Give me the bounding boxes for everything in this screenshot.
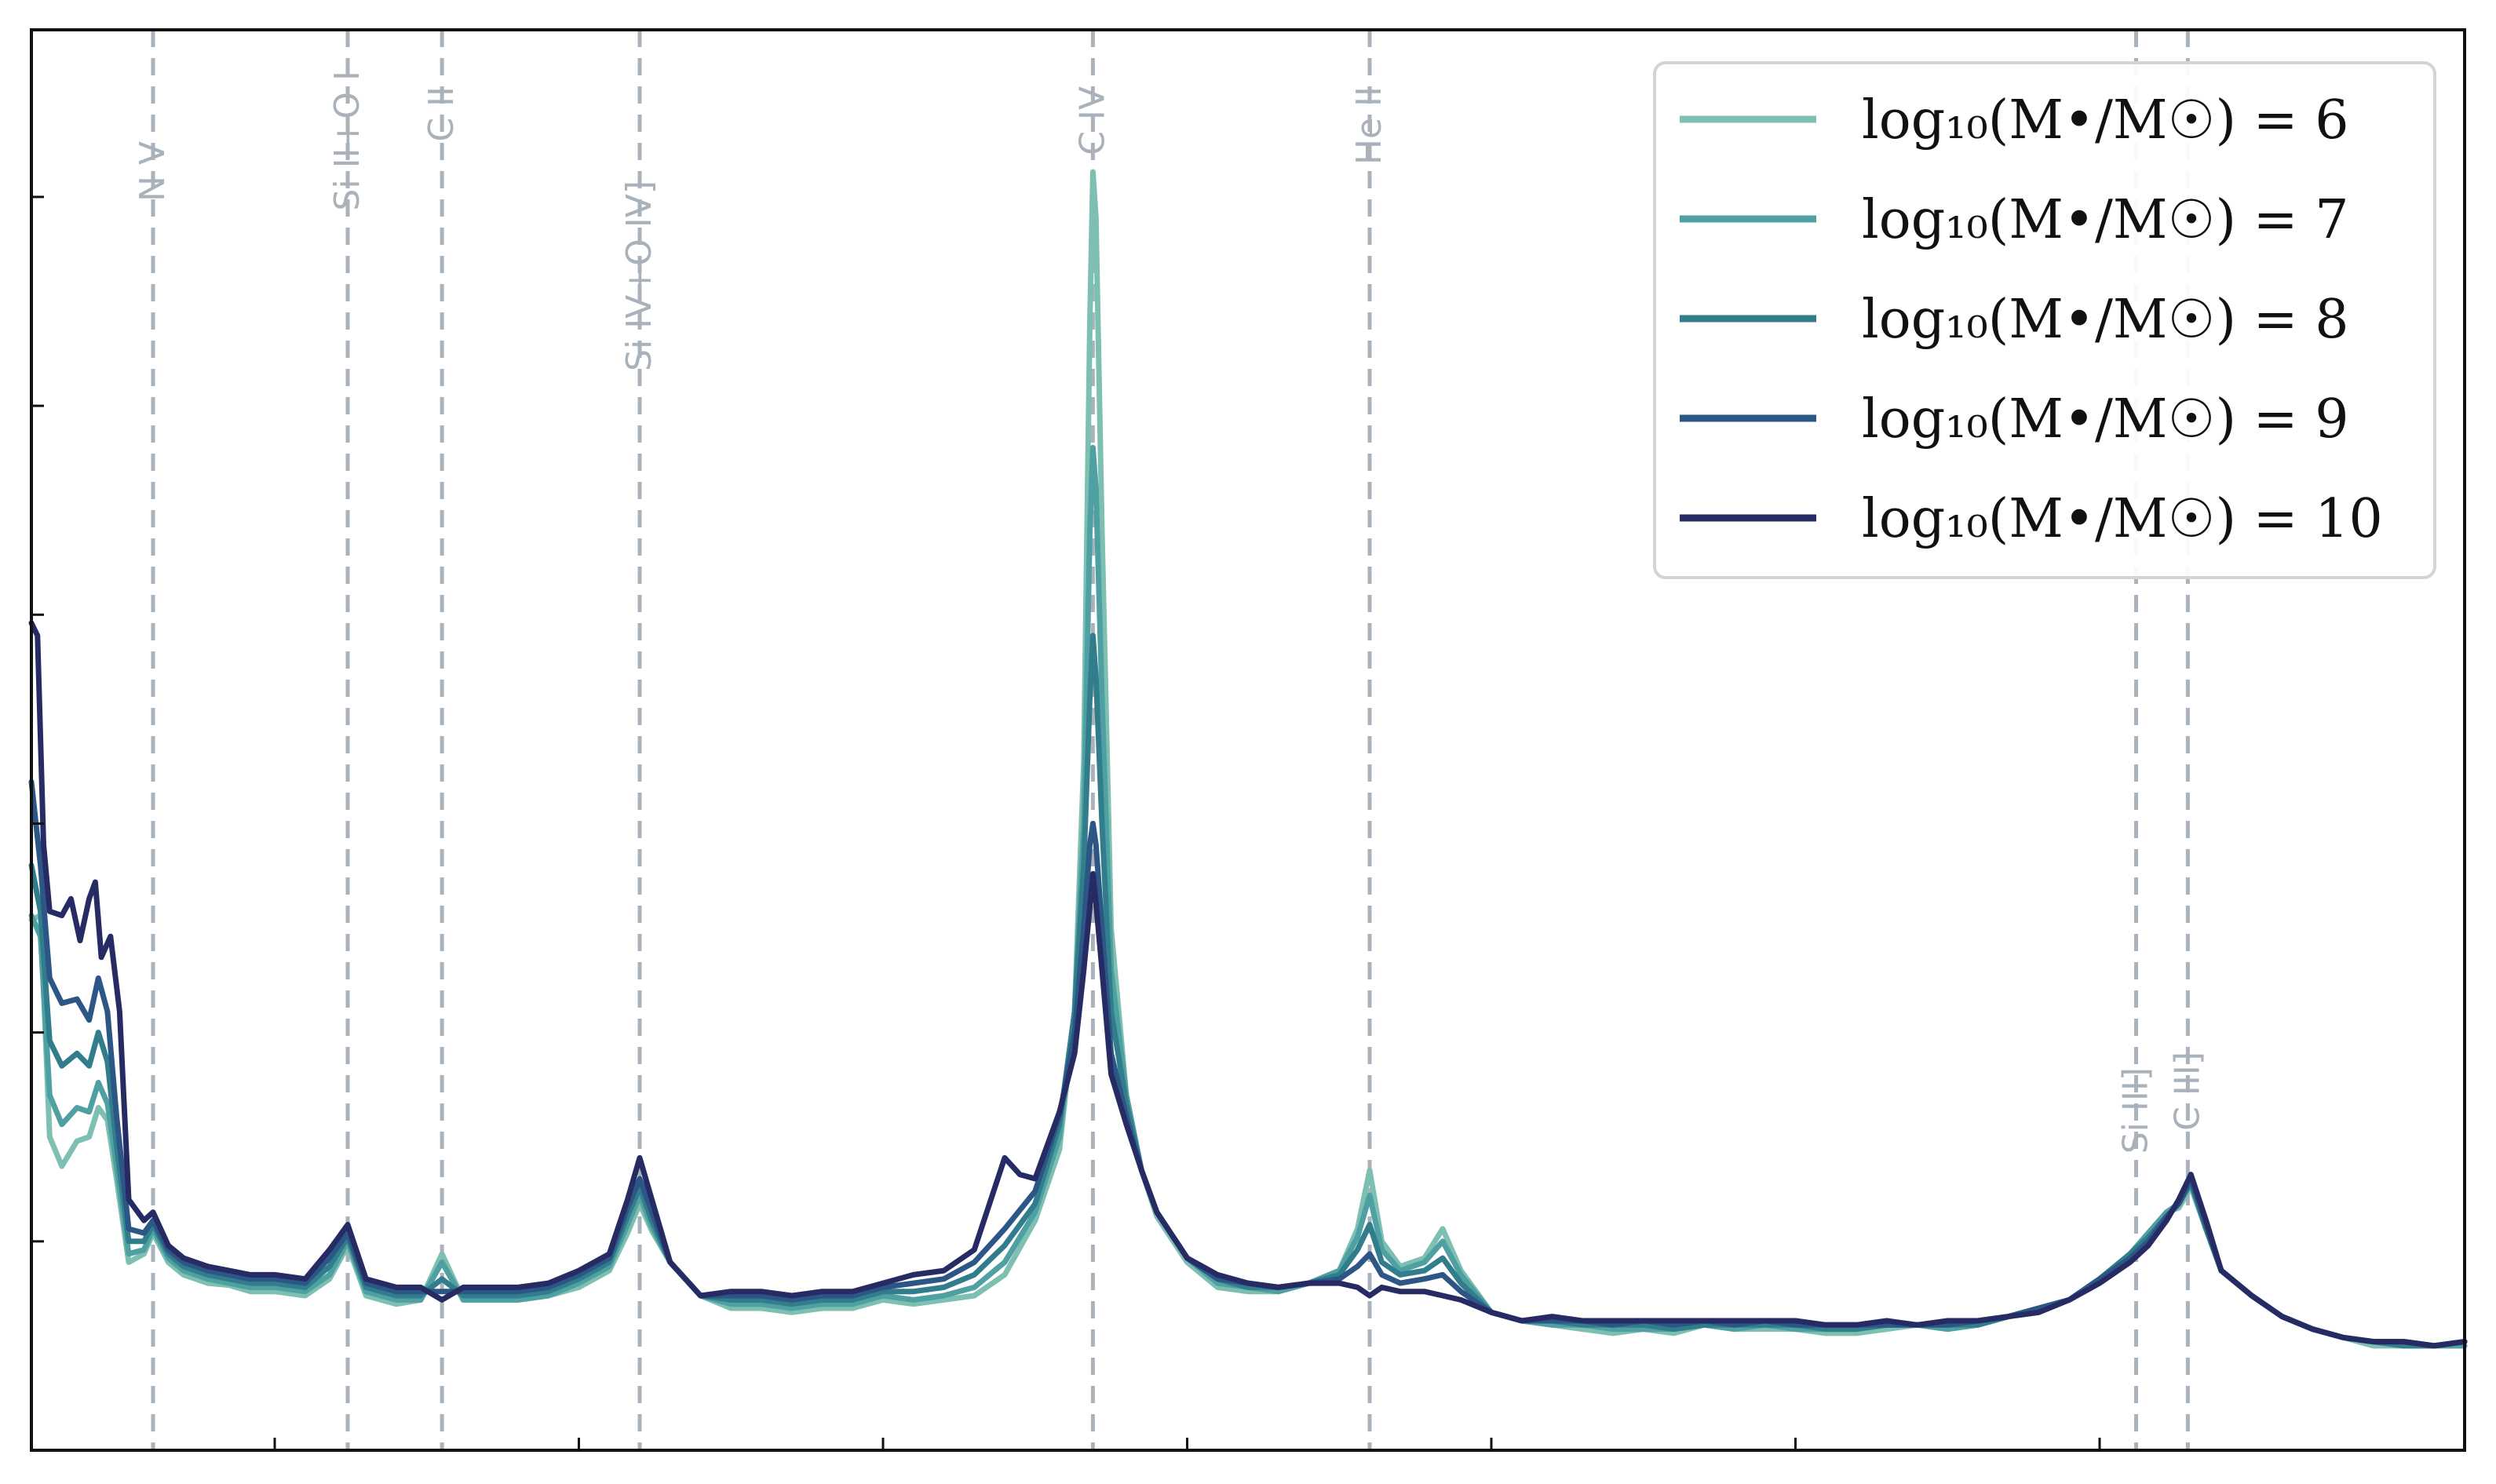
legend-label: log₁₀(M•/M☉) = 6 (1862, 89, 2349, 151)
axis-ticks (31, 195, 2101, 1450)
emission-line-label: N V (133, 141, 173, 202)
legend-label: log₁₀(M•/M☉) = 9 (1862, 388, 2349, 450)
emission-line-label: C II (421, 86, 462, 142)
emission-line-label: He II (1349, 86, 1389, 165)
legend-box (1653, 61, 2436, 579)
emission-line-label: Si III] (2116, 1067, 2156, 1154)
legend-label: log₁₀(M•/M☉) = 7 (1862, 189, 2349, 251)
emission-line-label: C IV (1072, 86, 1112, 155)
emission-line-label: Si II+O I (327, 71, 367, 211)
legend-label: log₁₀(M•/M☉) = 10 (1862, 488, 2383, 550)
emission-line-label: Si IV+O IV] (619, 180, 659, 371)
series-lines (28, 169, 2468, 1349)
plot-frame (30, 28, 2466, 1452)
emission-line-label: C III] (2167, 1052, 2207, 1131)
legend-label: log₁₀(M•/M☉) = 8 (1862, 289, 2349, 351)
series-line (28, 620, 2468, 1349)
legend: log₁₀(M•/M☉) = 6 log₁₀(M•/M☉) = 7 log₁₀(M•… (1653, 61, 2436, 579)
